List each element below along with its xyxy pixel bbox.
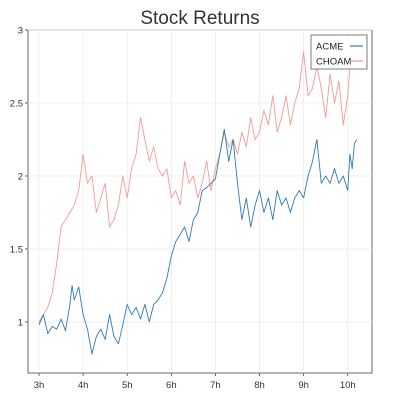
x-tick-label-7: 10h xyxy=(340,380,356,391)
legend-label-acme: ACME xyxy=(316,42,343,53)
series-line-acme xyxy=(38,128,358,355)
y-tick-label-0: 1 xyxy=(18,317,23,328)
x-tick-label-5: 8h xyxy=(254,380,265,391)
y-tick-label-4: 3 xyxy=(18,26,23,37)
legend-box xyxy=(310,34,368,70)
x-tick-label-3: 6h xyxy=(166,380,177,391)
chart-title: Stock Returns xyxy=(140,8,259,29)
x-tick-label-0: 3h xyxy=(34,380,45,391)
series-line-choam xyxy=(38,51,358,323)
axis-ticks: 1 1.5 2 2.5 3 3h 4h 5h 6h 7h 8h 9h 10h xyxy=(10,26,356,392)
series-layer xyxy=(38,51,358,355)
y-tick-label-2: 2 xyxy=(18,171,23,182)
legend-label-choam: CHOAM xyxy=(316,57,351,68)
y-tick-label-1: 1.5 xyxy=(10,244,23,255)
y-tick-label-3: 2.5 xyxy=(10,98,23,109)
x-tick-label-4: 7h xyxy=(210,380,221,391)
legend: ACME CHOAM xyxy=(310,34,368,70)
x-tick-label-2: 5h xyxy=(122,380,133,391)
x-tick-label-6: 9h xyxy=(298,380,309,391)
x-tick-label-1: 4h xyxy=(78,380,89,391)
